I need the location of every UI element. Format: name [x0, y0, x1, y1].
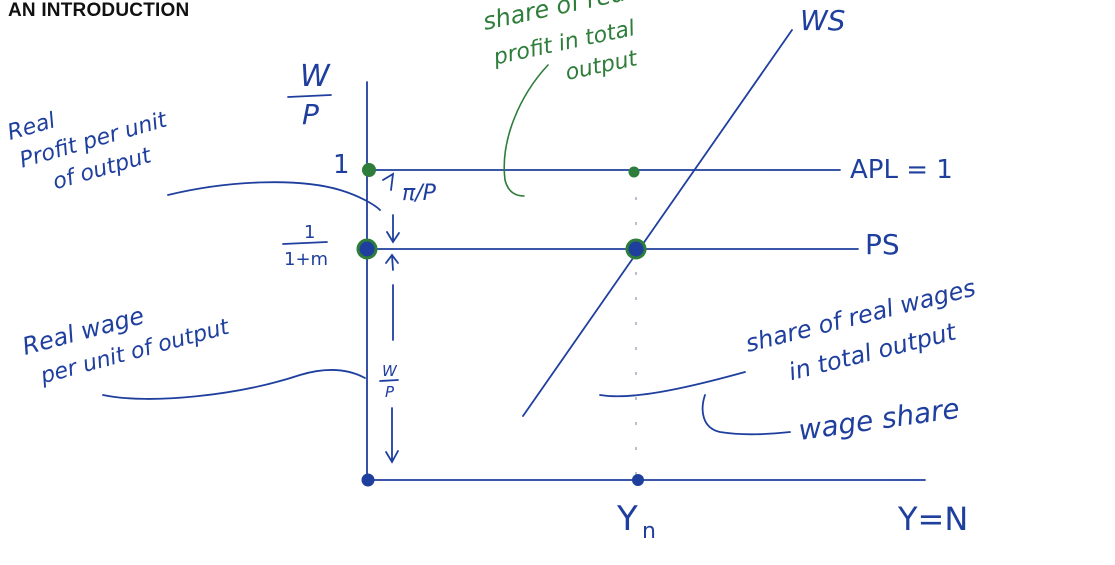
wage-share-annotation: wage share — [796, 392, 961, 447]
natural-output-label: Y — [616, 499, 638, 539]
y-axis-w: W — [300, 59, 331, 94]
share-profit-pointer — [503, 64, 549, 197]
equilibrium-point — [625, 238, 647, 260]
real-profit-pointer — [167, 181, 381, 211]
x-axis-label: Y=N — [897, 500, 968, 538]
y-axis-fraction-bar — [287, 94, 332, 98]
apl-label: APL = 1 — [850, 155, 953, 185]
wage-per-unit-num: W — [382, 362, 398, 380]
share-profit-annotation: share of real profit in total output — [480, 0, 640, 86]
wage-down-arrow — [385, 407, 399, 464]
ps-tick-denominator: 1+m — [284, 249, 328, 270]
origin-point — [361, 473, 375, 487]
real-profit-annotation: Real Profit per unit of output — [5, 107, 171, 195]
ps-tick-numerator: 1 — [304, 222, 315, 243]
ps-label: PS — [865, 228, 900, 261]
y-axis-p: P — [302, 98, 319, 131]
share-wages-pointer — [599, 371, 746, 398]
real-wage-pointer — [102, 369, 366, 400]
profit-down-arrow — [386, 214, 400, 244]
wage-up-arrow — [385, 253, 399, 271]
profit-per-unit-label: π/P — [402, 181, 437, 206]
ps-axis-point — [356, 238, 378, 260]
page-title: AN INTRODUCTION — [8, 0, 190, 21]
wage-share-bracket — [701, 394, 791, 436]
profit-up-arrow — [382, 172, 395, 191]
wage-fraction-bar — [379, 379, 399, 382]
natural-output-subscript: n — [642, 519, 656, 544]
ws-label: WS — [800, 4, 845, 37]
apl-tick-label: 1 — [333, 150, 350, 180]
ps-tick-fraction-bar — [282, 241, 328, 245]
apl-axis-point — [362, 163, 376, 177]
apl-yn-point — [628, 166, 640, 178]
real-wage-annotation: Real wage per unit of output — [19, 301, 233, 389]
ws-curve — [522, 29, 793, 417]
wage-per-unit-den: P — [385, 383, 395, 401]
wage-share-label: wage share — [796, 392, 961, 447]
yn-axis-point — [632, 474, 644, 486]
share-wages-annotation: share of real wages in total output — [743, 274, 979, 387]
